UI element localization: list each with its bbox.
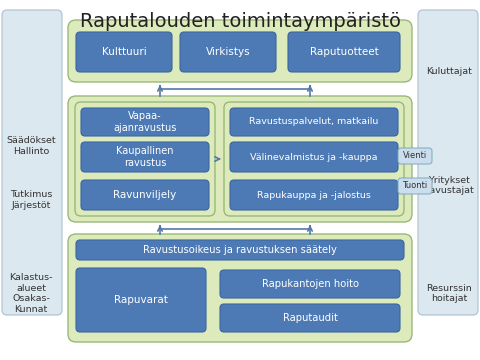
Text: Kaupallinen
ravustus: Kaupallinen ravustus xyxy=(116,146,174,168)
Text: Välinevalmistus ja -kauppa: Välinevalmistus ja -kauppa xyxy=(250,153,378,162)
FancyBboxPatch shape xyxy=(418,10,478,315)
Text: Raputalouden toimintaympäristö: Raputalouden toimintaympäristö xyxy=(80,12,400,31)
FancyBboxPatch shape xyxy=(81,142,209,172)
FancyBboxPatch shape xyxy=(224,102,404,216)
Text: Rapukauppa ja -jalostus: Rapukauppa ja -jalostus xyxy=(257,190,371,199)
Text: Vienti: Vienti xyxy=(403,152,427,161)
Text: Rapukantojen hoito: Rapukantojen hoito xyxy=(262,279,359,289)
FancyBboxPatch shape xyxy=(81,108,209,136)
FancyBboxPatch shape xyxy=(288,32,400,72)
FancyBboxPatch shape xyxy=(75,102,215,216)
FancyBboxPatch shape xyxy=(230,142,398,172)
FancyBboxPatch shape xyxy=(230,108,398,136)
Text: Kuluttajat: Kuluttajat xyxy=(426,68,472,77)
FancyBboxPatch shape xyxy=(76,32,172,72)
FancyBboxPatch shape xyxy=(220,270,400,298)
Text: Kalastus-
alueet
Osakas-
Kunnat: Kalastus- alueet Osakas- Kunnat xyxy=(10,273,53,314)
FancyBboxPatch shape xyxy=(180,32,276,72)
FancyBboxPatch shape xyxy=(68,20,412,82)
Text: Ravunviljely: Ravunviljely xyxy=(113,190,177,200)
FancyBboxPatch shape xyxy=(81,180,209,210)
Text: Vapaa-
ajanravustus: Vapaa- ajanravustus xyxy=(113,111,177,133)
Text: Tuonti: Tuonti xyxy=(402,181,428,190)
FancyBboxPatch shape xyxy=(220,304,400,332)
FancyBboxPatch shape xyxy=(76,240,404,260)
FancyBboxPatch shape xyxy=(230,180,398,210)
Text: Ravustuspalvelut, matkailu: Ravustuspalvelut, matkailu xyxy=(249,117,379,126)
FancyBboxPatch shape xyxy=(398,148,432,164)
FancyBboxPatch shape xyxy=(2,10,62,315)
Text: Raputaudit: Raputaudit xyxy=(283,313,337,323)
Text: Säädökset
Hallinto: Säädökset Hallinto xyxy=(6,136,56,156)
Text: Yritykset
Ravustajat: Yritykset Ravustajat xyxy=(423,176,474,195)
FancyBboxPatch shape xyxy=(68,96,412,222)
Text: Tutkimus
Järjestöt: Tutkimus Järjestöt xyxy=(10,190,52,210)
FancyBboxPatch shape xyxy=(68,234,412,342)
Text: Resurssin
hoitajat: Resurssin hoitajat xyxy=(426,284,472,303)
FancyBboxPatch shape xyxy=(76,268,206,332)
Text: Kulttuuri: Kulttuuri xyxy=(102,47,146,57)
Text: Raputuotteet: Raputuotteet xyxy=(310,47,378,57)
Text: Virkistys: Virkistys xyxy=(206,47,250,57)
Text: Rapuvarat: Rapuvarat xyxy=(114,295,168,305)
Text: Ravustusoikeus ja ravustuksen säätely: Ravustusoikeus ja ravustuksen säätely xyxy=(143,245,337,255)
FancyBboxPatch shape xyxy=(398,178,432,194)
